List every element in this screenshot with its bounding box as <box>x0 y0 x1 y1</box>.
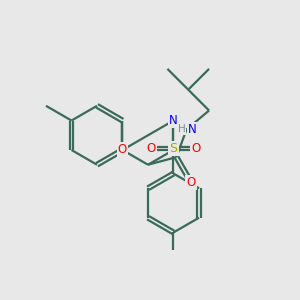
Text: H: H <box>178 124 185 134</box>
Text: O: O <box>191 142 200 155</box>
Text: S: S <box>169 142 178 155</box>
Text: O: O <box>187 176 196 189</box>
Text: N: N <box>188 123 197 136</box>
Text: O: O <box>147 142 156 155</box>
Text: N: N <box>169 114 178 127</box>
Text: O: O <box>118 143 127 157</box>
